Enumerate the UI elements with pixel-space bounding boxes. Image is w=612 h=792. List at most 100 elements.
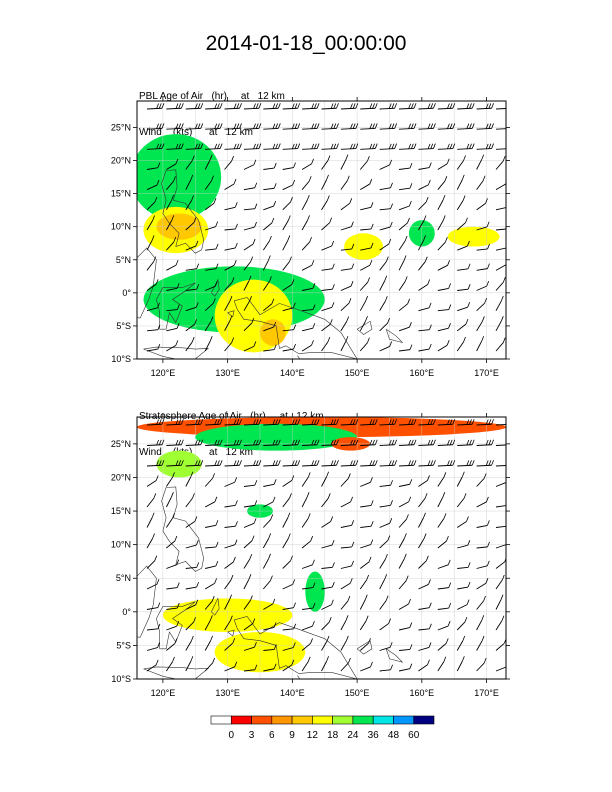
wind-barb — [263, 103, 281, 110]
wind-barb — [165, 195, 174, 211]
wind-barb-staff — [185, 621, 194, 631]
wind-barb-feather — [447, 143, 450, 150]
wind-barb-staff — [360, 561, 370, 569]
wind-barb-staff — [476, 268, 488, 271]
wind-barb-staff — [360, 464, 376, 467]
wind-barb-staff — [243, 579, 250, 590]
map-panel-2: 120°E 130°E 140°E 150°E 160°E 170°E25°N20°N15… — [111, 413, 510, 698]
wind-barb-feather — [425, 196, 429, 203]
wind-barb-staff — [457, 148, 473, 150]
wind-barb-feather — [488, 419, 492, 425]
wind-barb-feather — [196, 539, 199, 546]
wind-barb-feather — [369, 143, 373, 150]
wind-barb-feather — [316, 103, 320, 109]
wind-barb-staff — [243, 187, 255, 191]
wind-barb-feather — [447, 260, 450, 266]
wind-barb — [204, 595, 215, 610]
wind-barb-staff — [321, 323, 331, 332]
wind-barb-feather — [374, 123, 378, 129]
wind-barb-staff — [321, 148, 337, 150]
wind-barb-feather — [485, 123, 489, 129]
wind-barb — [398, 162, 413, 170]
wind-barb-staff — [340, 127, 356, 130]
wind-barb-feather — [311, 103, 315, 109]
wind-barb-feather — [161, 143, 165, 149]
y-tick-label: 10°S — [111, 674, 131, 684]
x-tick-label: 120°E — [151, 688, 176, 698]
wind-barb-staff — [437, 309, 449, 312]
wind-barb-staff — [495, 481, 506, 487]
wind-barb — [359, 574, 369, 590]
wind-barb — [224, 661, 238, 672]
wind-barb-feather — [462, 635, 466, 642]
wind-barb-staff — [204, 302, 214, 312]
wind-barb — [204, 316, 214, 332]
wind-barb-feather — [471, 123, 475, 129]
wind-barb-feather — [345, 154, 349, 160]
wind-barb — [243, 203, 258, 211]
wind-barb — [243, 159, 257, 170]
wind-barb-staff — [204, 202, 215, 211]
wind-barb — [398, 276, 408, 291]
wind-barb-feather — [507, 500, 509, 505]
wind-barb-feather — [176, 323, 180, 329]
wind-barb-staff — [437, 607, 449, 610]
wind-barb-feather — [175, 259, 179, 266]
wind-barb-staff — [476, 524, 488, 528]
wind-barb-staff — [495, 444, 506, 446]
wind-barb-staff — [495, 505, 506, 508]
wind-barb-feather — [481, 316, 485, 322]
wind-barb-staff — [301, 496, 308, 508]
wind-barb — [302, 439, 320, 446]
wind-barb — [379, 221, 393, 231]
wind-barb-feather — [272, 598, 276, 605]
wind-barb-feather — [249, 554, 253, 560]
wind-barb — [360, 539, 374, 549]
wind-barb-feather — [287, 512, 291, 518]
wind-barb-staff — [166, 661, 173, 672]
wind-barb-staff — [476, 662, 485, 672]
wind-barb — [495, 594, 504, 610]
wind-barb — [302, 283, 316, 291]
wind-barb — [418, 460, 436, 467]
wind-barb-feather — [449, 439, 453, 446]
wind-barb — [224, 143, 242, 150]
wind-barb-feather — [409, 162, 413, 169]
wind-barb-feather — [158, 419, 162, 425]
wind-barb — [495, 126, 506, 130]
wind-barb — [146, 196, 158, 211]
wind-barb — [437, 176, 448, 190]
wind-barb — [398, 217, 410, 231]
wind-barb-staff — [146, 220, 153, 231]
wind-barb-feather — [427, 419, 431, 425]
wind-barb-feather — [508, 419, 510, 424]
wind-barb-staff — [418, 444, 434, 446]
wind-barb-staff — [456, 323, 467, 332]
wind-barb-staff — [359, 579, 367, 590]
wind-barb-staff — [476, 180, 484, 190]
wind-barb-feather — [482, 175, 486, 181]
wind-barb-feather — [429, 324, 432, 330]
wind-barb-feather — [464, 616, 468, 623]
wind-barb-staff — [340, 159, 347, 170]
wind-barb — [146, 533, 155, 549]
wind-barb-feather — [461, 656, 465, 662]
wind-barb-staff — [302, 607, 314, 610]
wind-barb — [321, 302, 335, 312]
wind-barb-feather — [369, 259, 373, 266]
wind-barb — [146, 324, 161, 332]
wind-barb-feather — [469, 419, 472, 425]
wind-barb-feather — [310, 638, 313, 644]
wind-barb — [437, 123, 456, 130]
wind-barb-staff — [495, 579, 503, 590]
wind-barb-staff — [282, 307, 294, 312]
wind-barb — [476, 657, 487, 672]
wind-barb-feather — [391, 103, 395, 109]
x-tick-label: 160°E — [410, 688, 435, 698]
wind-barb-staff — [360, 148, 376, 150]
wind-barb — [321, 617, 332, 631]
wind-barb — [205, 123, 223, 130]
wind-barb-staff — [205, 268, 217, 271]
wind-barb-staff — [263, 326, 274, 332]
wind-barb-staff — [243, 280, 250, 291]
